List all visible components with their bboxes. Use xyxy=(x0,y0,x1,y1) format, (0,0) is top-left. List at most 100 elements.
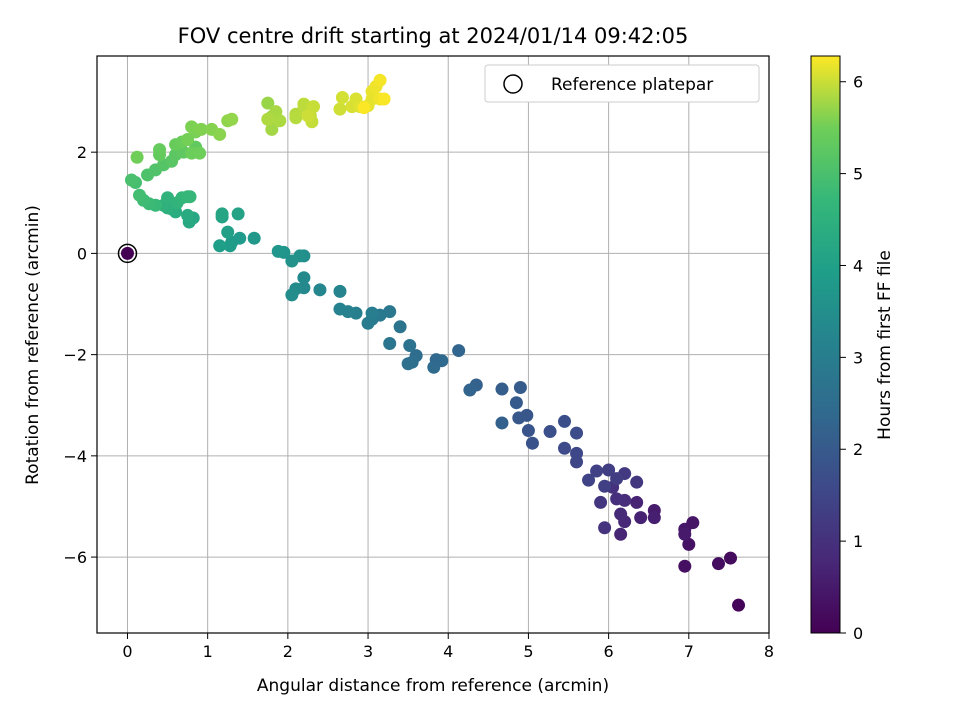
data-point xyxy=(273,114,287,128)
legend: Reference platepar xyxy=(484,64,760,103)
data-point xyxy=(570,446,584,460)
data-point xyxy=(231,207,245,221)
data-point xyxy=(724,551,738,565)
x-axis-ticks: 0 1 2 3 4 5 6 7 8 xyxy=(122,633,774,661)
data-point xyxy=(335,91,349,105)
data-point xyxy=(558,441,572,455)
data-point xyxy=(153,143,167,157)
data-point xyxy=(682,537,696,551)
y-tick-label: 0 xyxy=(77,244,87,263)
data-point xyxy=(634,511,648,525)
data-point xyxy=(558,414,572,428)
colorbar-tick-label: 6 xyxy=(853,73,863,92)
data-point xyxy=(512,411,526,425)
data-point xyxy=(301,109,315,123)
data-point xyxy=(213,127,227,141)
grid xyxy=(97,56,770,633)
data-point xyxy=(543,425,557,439)
data-point xyxy=(124,173,138,187)
data-point xyxy=(513,381,527,395)
data-point xyxy=(221,225,235,239)
y-tick-label: −2 xyxy=(63,346,87,365)
data-point xyxy=(525,436,539,450)
legend-marker-icon xyxy=(503,74,523,94)
data-point xyxy=(130,150,144,164)
data-point xyxy=(383,336,397,350)
data-point xyxy=(614,527,628,541)
y-tick-label: −6 xyxy=(63,548,87,567)
data-point xyxy=(452,344,466,358)
chart-title: FOV centre drift starting at 2024/01/14 … xyxy=(178,24,689,48)
data-point xyxy=(333,102,347,116)
data-point xyxy=(183,190,197,204)
data-point xyxy=(427,360,441,374)
data-point xyxy=(582,473,596,487)
data-point xyxy=(403,339,417,353)
data-point xyxy=(630,475,644,489)
data-point xyxy=(265,122,279,136)
data-point xyxy=(678,527,692,541)
data-point xyxy=(495,416,509,430)
data-point xyxy=(647,511,661,525)
data-point xyxy=(333,284,347,298)
x-axis-label: Angular distance from reference (arcmin) xyxy=(257,676,609,696)
x-tick-label: 6 xyxy=(604,642,614,661)
data-point xyxy=(361,316,375,330)
x-tick-label: 5 xyxy=(523,642,533,661)
data-point xyxy=(313,283,327,297)
data-point xyxy=(393,320,407,334)
data-point xyxy=(711,557,725,571)
data-point xyxy=(247,231,261,245)
data-point xyxy=(594,495,608,509)
colorbar-tick-label: 4 xyxy=(853,256,863,275)
data-point xyxy=(261,96,275,110)
data-point xyxy=(193,146,207,160)
data-point xyxy=(610,472,624,486)
x-tick-label: 8 xyxy=(764,642,774,661)
y-tick-label: −4 xyxy=(63,447,87,466)
legend-box xyxy=(484,64,760,103)
data-point xyxy=(215,207,229,221)
data-point xyxy=(401,357,415,371)
data-point xyxy=(261,112,275,126)
data-point xyxy=(598,479,612,493)
colorbar-ticks: 0 1 2 3 4 5 6 xyxy=(840,73,863,643)
reference-platepar-marker xyxy=(117,243,138,264)
data-point xyxy=(463,383,477,397)
data-point xyxy=(194,122,208,136)
data-point xyxy=(610,492,624,506)
data-point xyxy=(181,208,195,222)
y-tick-label: 2 xyxy=(77,143,87,162)
data-point xyxy=(732,598,746,612)
data-point xyxy=(223,239,237,253)
data-point xyxy=(271,244,285,258)
scatter-points xyxy=(120,73,746,612)
x-tick-label: 4 xyxy=(443,642,453,661)
data-point xyxy=(357,101,371,115)
data-point xyxy=(373,73,387,87)
data-point xyxy=(521,424,535,438)
data-point xyxy=(678,559,692,573)
data-point xyxy=(333,302,347,316)
data-point xyxy=(213,239,227,253)
x-tick-label: 3 xyxy=(363,642,373,661)
data-point xyxy=(377,92,391,106)
y-axis-ticks: 2 0 −2 −4 −6 xyxy=(63,143,97,567)
x-tick-label: 1 xyxy=(203,642,213,661)
x-tick-label: 2 xyxy=(283,642,293,661)
colorbar-tick-label: 0 xyxy=(853,624,863,643)
data-point xyxy=(285,288,299,302)
data-point xyxy=(365,306,379,320)
colorbar: 0 1 2 3 4 5 6 Hours from first FF file xyxy=(810,55,895,643)
colorbar-tick-label: 2 xyxy=(853,440,863,459)
data-point xyxy=(598,521,612,535)
data-point xyxy=(225,112,239,126)
colorbar-gradient xyxy=(810,55,841,634)
reference-marker-layer xyxy=(117,243,138,264)
data-point xyxy=(297,271,311,285)
colorbar-tick-label: 1 xyxy=(853,532,863,551)
data-point xyxy=(120,246,134,260)
data-point xyxy=(285,254,299,268)
data-point xyxy=(289,111,303,125)
